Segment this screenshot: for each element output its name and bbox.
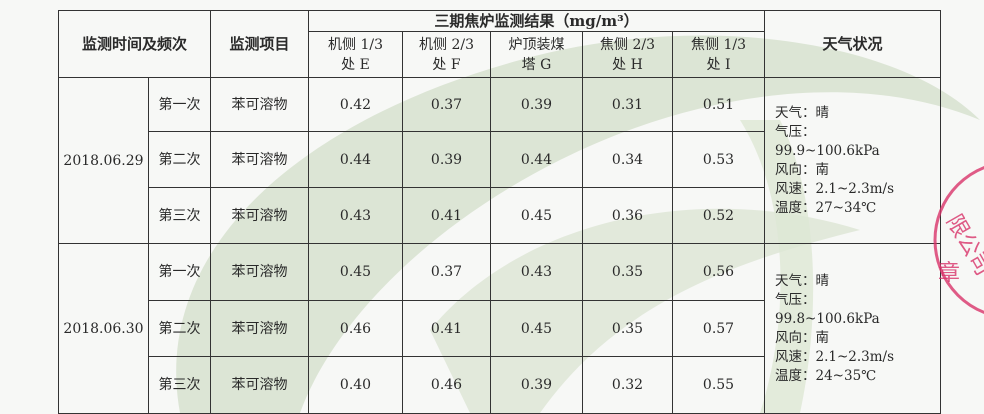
table-row: 2018.06.30 第一次 苯可溶物 0.45 0.37 0.43 0.35 0.56 天气：… [58,243,941,414]
frequency-cell: 第一次 [148,77,211,132]
frequency-cell: 第二次 [148,131,211,188]
monitoring-table: 监测时间及频次 监测项目 三期焦炉监测结果（mg/m³） 天气状况 机侧 1/3… [58,10,941,414]
value-cell: 0.45 [490,300,583,357]
value-cell: 0.56 [672,243,765,301]
header-point-2: 炉顶装煤塔 G [490,31,583,78]
header-weather: 天气状况 [764,10,941,78]
value-cell: 0.46 [402,356,491,414]
header-point-line: 焦侧 2/3 [600,36,655,53]
value-cell: 0.43 [490,243,583,301]
value-cell: 0.31 [582,77,673,132]
date-cell: 2018.06.30 [58,243,149,414]
value-cell: 0.36 [582,187,673,244]
value-cell: 0.41 [402,187,491,244]
header-point-3: 焦侧 2/3 处 H [582,31,673,78]
item-cell: 苯可溶物 [210,243,309,301]
frequency-cell: 第三次 [148,356,211,414]
weather-line: 温度：24~35℃ [775,367,877,384]
table-row: 第二次 苯可溶物 0.44 0.39 0.44 0.34 0.53 [59,131,941,188]
item-cell: 苯可溶物 [210,187,309,244]
value-cell: 0.45 [490,187,583,244]
value-cell: 0.44 [490,131,583,188]
header-point-line: 处 E [341,56,370,73]
weather-line: 99.8~100.6kPa [775,310,880,327]
value-cell: 0.39 [490,77,583,132]
weather-line: 气压： [775,123,816,140]
header-results: 三期焦炉监测结果（mg/m³） [308,10,765,32]
value-cell: 0.40 [308,356,403,414]
value-cell: 0.46 [308,300,403,357]
value-cell: 0.43 [308,187,403,244]
value-cell: 0.37 [402,243,491,301]
table-row: 第三次 苯可溶物 0.43 0.41 0.45 0.36 0.52 [59,187,941,244]
weather-line: 温度：27~34℃ [775,199,877,216]
weather-cell: 天气：晴气压： 99.8~100.6kPa 风向：南风速：2.1~2.3m/s 温度：… [764,243,941,414]
value-cell: 0.42 [308,77,403,132]
weather-line: 天气：晴 [775,104,829,121]
header-point-line: 处 I [706,56,731,73]
header-point-0: 机侧 1/3 处 E [308,31,403,78]
weather-line: 气压： [775,291,816,308]
header-point-line: 炉顶装煤 [508,36,565,53]
table-row: 第三次 苯可溶物 0.40 0.46 0.39 0.32 0.55 [59,356,941,414]
frequency-cell: 第二次 [148,300,211,357]
header-point-line: 机侧 2/3 [419,36,474,53]
weather-line: 99.9~100.6kPa [775,142,880,159]
value-cell: 0.44 [308,131,403,188]
value-cell: 0.35 [582,300,673,357]
weather-line: 风向：南 [775,161,829,178]
header-point-line: 处 F [432,56,461,73]
weather-line: 风向：南 [775,329,829,346]
header-point-1: 机侧 2/3 处 F [402,31,491,78]
date-cell: 2018.06.29 [58,77,149,244]
value-cell: 0.35 [582,243,673,301]
frequency-cell: 第一次 [148,243,211,301]
item-cell: 苯可溶物 [210,300,309,357]
item-cell: 苯可溶物 [210,77,309,132]
weather-cell: 天气：晴气压： 99.9~100.6kPa 风向：南风速：2.1~2.3m/s 温度：… [764,77,941,244]
svg-text:章: 章 [938,261,960,286]
value-cell: 0.53 [672,131,765,188]
header-point-line: 处 H [612,56,643,73]
weather-line: 天气：晴 [775,272,829,289]
value-cell: 0.39 [402,131,491,188]
company-stamp: 限公司 章 [933,165,984,315]
weather-line: 风速：2.1~2.3m/s [775,348,895,365]
value-cell: 0.32 [582,356,673,414]
weather-line: 风速：2.1~2.3m/s [775,180,895,197]
value-cell: 0.55 [672,356,765,414]
header-point-line: 机侧 1/3 [328,36,383,53]
value-cell: 0.52 [672,187,765,244]
value-cell: 0.57 [672,300,765,357]
value-cell: 0.34 [582,131,673,188]
value-cell: 0.41 [402,300,491,357]
item-cell: 苯可溶物 [210,356,309,414]
header-item: 监测项目 [210,10,309,78]
header-point-line: 塔 G [521,56,552,73]
header-point-4: 焦侧 1/3 处 I [672,31,765,78]
header-time-freq: 监测时间及频次 [58,10,211,78]
table-row: 2018.06.29 第一次 苯可溶物 0.42 0.37 0.39 0.31 0.51 天气：… [58,77,941,244]
header-point-line: 焦侧 1/3 [691,36,746,53]
item-cell: 苯可溶物 [210,131,309,188]
value-cell: 0.45 [308,243,403,301]
value-cell: 0.37 [402,77,491,132]
frequency-cell: 第三次 [148,187,211,244]
value-cell: 0.39 [490,356,583,414]
value-cell: 0.51 [672,77,765,132]
